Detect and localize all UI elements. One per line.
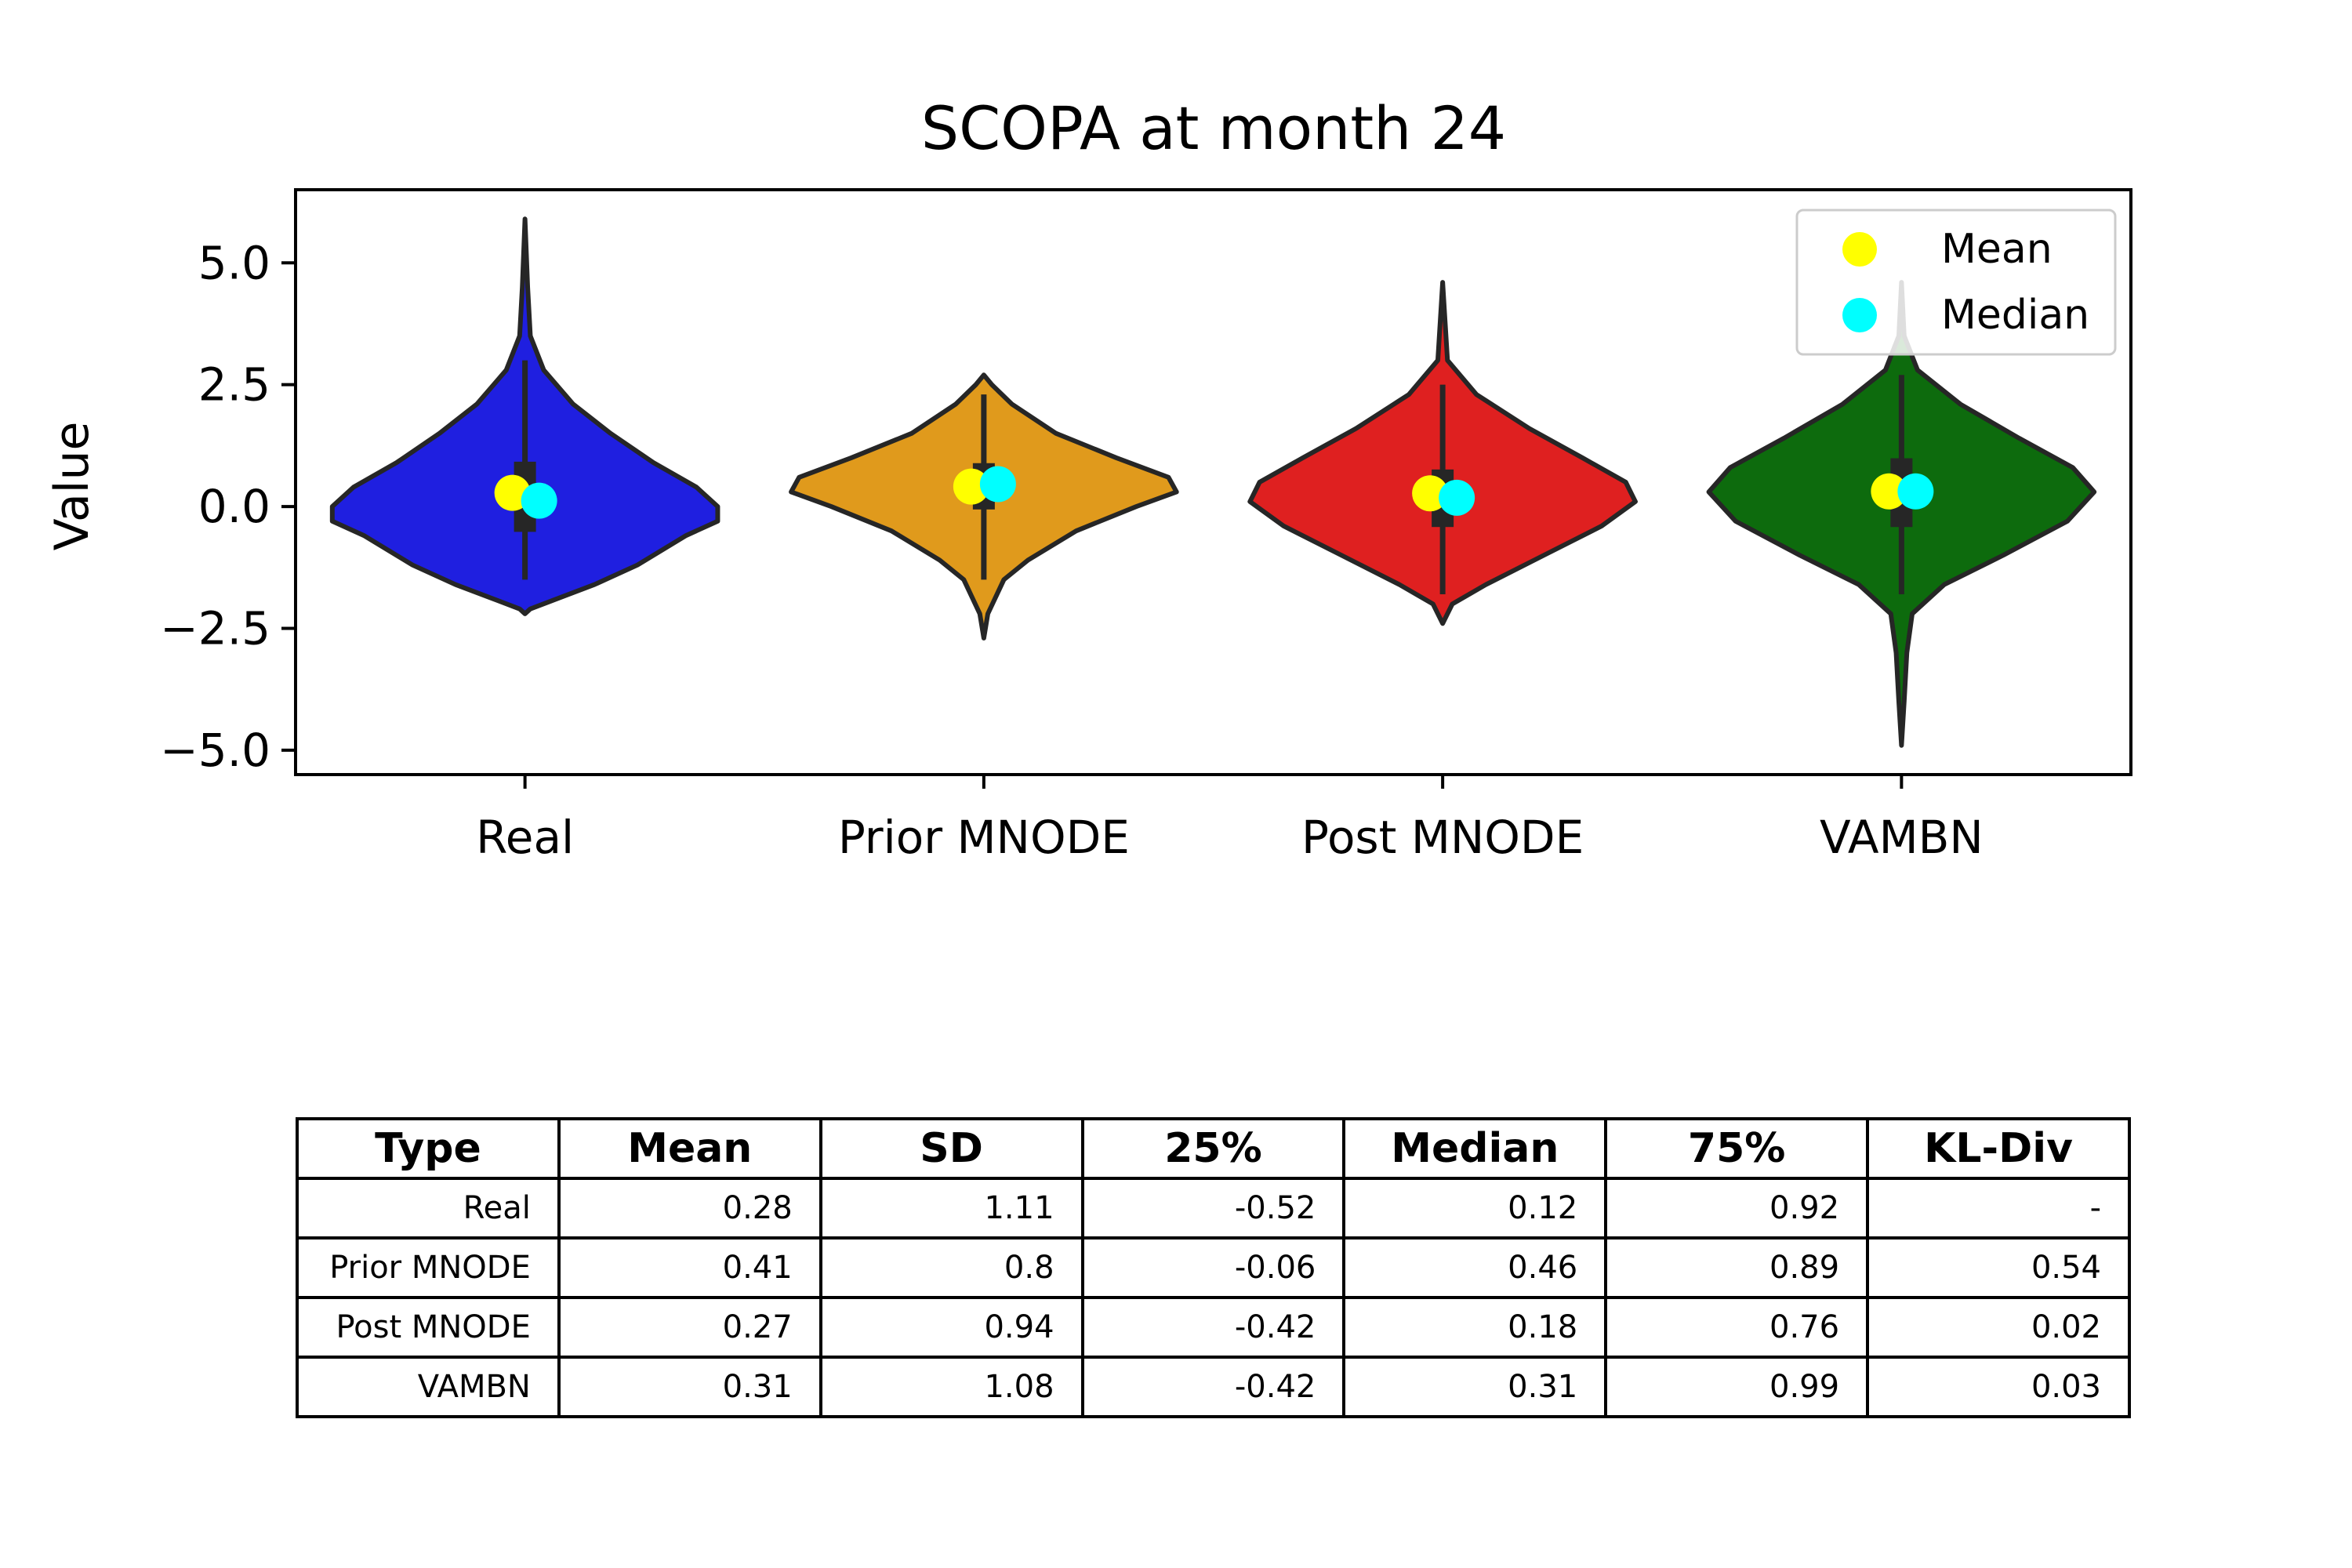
mean-marker (1871, 473, 1907, 510)
table-cell: Prior MNODE (296, 1236, 561, 1299)
table-header-cell: 75% (1604, 1117, 1870, 1180)
table-cell: 0.94 (818, 1296, 1084, 1359)
y-tick-label: −5.0 (160, 724, 270, 777)
table-cell: -0.52 (1080, 1177, 1346, 1240)
mean-marker (953, 468, 989, 505)
table-cell: 0.27 (557, 1296, 822, 1359)
y-tick-label: −2.5 (160, 602, 270, 655)
table-header-cell: KL-Div (1866, 1117, 2131, 1180)
table-header-row: Type Mean SD 25% Median 75% KL-Div (296, 1117, 2131, 1180)
median-marker (1897, 473, 1934, 510)
table-header-cell: Type (296, 1117, 561, 1180)
mean-marker (1412, 475, 1449, 512)
table-cell: -0.06 (1080, 1236, 1346, 1299)
table-cell: 1.11 (818, 1177, 1084, 1240)
table-row: Prior MNODE 0.41 0.8 -0.06 0.46 0.89 0.5… (296, 1236, 2131, 1299)
table-header-cell: Median (1342, 1117, 1608, 1180)
axis-ticks: 5.0 2.5 0.0 −2.5 −5.0 Real Prior MNODE Post MNO… (160, 236, 1984, 864)
legend-marker (1842, 298, 1877, 332)
table-cell: Real (296, 1177, 561, 1240)
table-cell: 0.92 (1604, 1177, 1870, 1240)
table-header-cell: 25% (1080, 1117, 1346, 1180)
table-cell: -0.42 (1080, 1356, 1346, 1418)
y-tick-label: 5.0 (198, 236, 270, 289)
median-marker (1439, 479, 1475, 516)
table-cell: 1.08 (818, 1356, 1084, 1418)
legend-label: Mean (1941, 226, 2053, 273)
x-tick-label: Real (476, 811, 574, 864)
table-cell: 0.28 (557, 1177, 822, 1240)
table-cell: - (1866, 1177, 2131, 1240)
stats-table: Type Mean SD 25% Median 75% KL-Div Real … (296, 1117, 2131, 1418)
x-tick-label: Prior MNODE (838, 811, 1130, 864)
legend-label: Median (1941, 292, 2089, 339)
legend-marker (1842, 232, 1877, 267)
table-cell: 0.02 (1866, 1296, 2131, 1359)
table-row: Post MNODE 0.27 0.94 -0.42 0.18 0.76 0.0… (296, 1296, 2131, 1359)
plot-frame (294, 188, 2132, 776)
chart-title: SCOPA at month 24 (921, 93, 1506, 163)
y-tick-label: 2.5 (198, 358, 270, 412)
table-cell: -0.42 (1080, 1296, 1346, 1359)
table-row: VAMBN 0.31 1.08 -0.42 0.31 0.99 0.03 (296, 1356, 2131, 1418)
table-cell: 0.41 (557, 1236, 822, 1299)
x-tick-label: VAMBN (1820, 811, 1984, 864)
table-cell: VAMBN (296, 1356, 561, 1418)
table-cell: 0.99 (1604, 1356, 1870, 1418)
table-cell: 0.31 (1342, 1356, 1608, 1418)
median-marker (979, 466, 1016, 503)
table-cell: 0.31 (557, 1356, 822, 1418)
table-cell: 0.89 (1604, 1236, 1870, 1299)
table-cell: 0.03 (1866, 1356, 2131, 1418)
table-cell: Post MNODE (296, 1296, 561, 1359)
table-header-cell: SD (818, 1117, 1084, 1180)
table-cell: 0.76 (1604, 1296, 1870, 1359)
table-cell: 0.46 (1342, 1236, 1608, 1299)
table-cell: 0.54 (1866, 1236, 2131, 1299)
median-marker (521, 482, 557, 519)
table-cell: 0.18 (1342, 1296, 1608, 1359)
y-axis-label: Value (45, 422, 100, 551)
legend: Mean Median (1795, 209, 2117, 356)
table-header-cell: Mean (557, 1117, 822, 1180)
y-tick-label: 0.0 (198, 480, 270, 533)
table-cell: 0.12 (1342, 1177, 1608, 1240)
table-cell: 0.8 (818, 1236, 1084, 1299)
table-row: Real 0.28 1.11 -0.52 0.12 0.92 - (296, 1177, 2131, 1240)
x-tick-label: Post MNODE (1301, 811, 1584, 864)
